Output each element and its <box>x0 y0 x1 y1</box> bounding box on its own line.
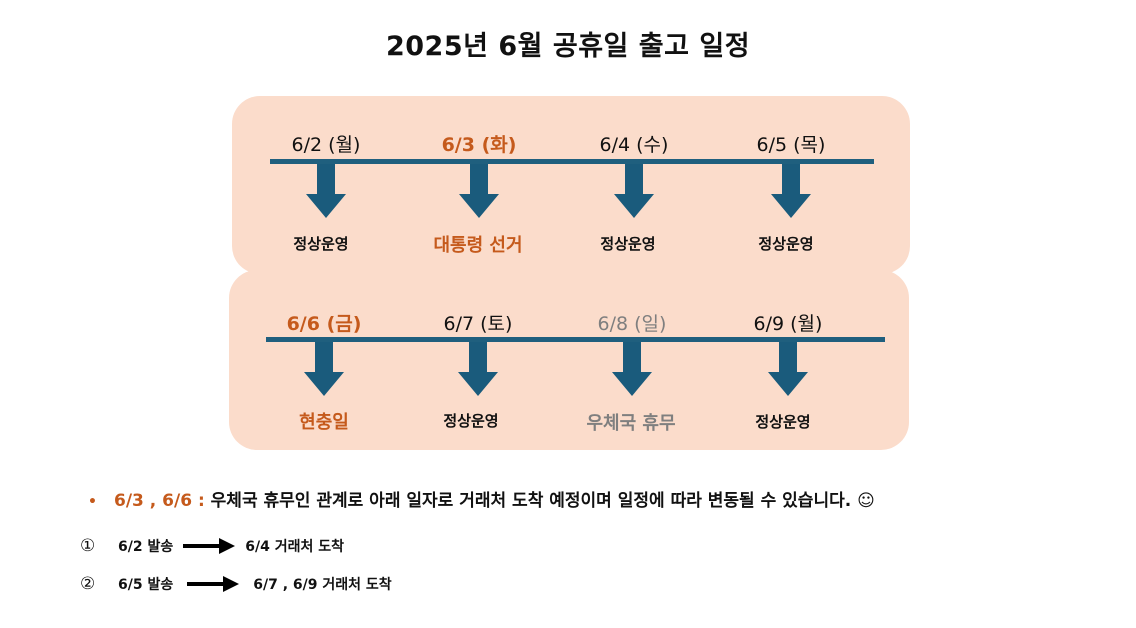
day-label: 6/4 (수) <box>599 134 669 156</box>
down-arrow-icon <box>614 164 654 218</box>
day-status: 정상운영 <box>758 235 814 253</box>
notice-dates: 6/3 , 6/6 : <box>114 491 205 511</box>
route-arrive: 6/7 , 6/9 거래처 도착 <box>253 577 392 593</box>
day-label: 6/6 (금) <box>286 313 362 335</box>
right-arrow-icon <box>183 538 236 554</box>
timeline-bar-2 <box>266 337 885 342</box>
notice-line: • 6/3 , 6/6 : 우체국 휴무인 관계로 아래 일자로 거래처 도착 예… <box>88 486 875 511</box>
notice-bullet: • <box>88 494 97 510</box>
right-arrow-icon <box>187 576 240 592</box>
day-status: 정상운영 <box>600 235 656 253</box>
route-number: ① <box>80 536 96 556</box>
page-title: 2025년 6월 공휴일 출고 일정 <box>385 31 751 62</box>
day-label: 6/2 (월) <box>291 134 361 156</box>
route-arrive: 6/4 거래처 도착 <box>245 539 344 555</box>
notice-text: 우체국 휴무인 관계로 아래 일자로 거래처 도착 예정이며 일정에 따라 변동… <box>210 491 875 511</box>
delivery-route-1: ① 6/2 발송 6/4 거래처 도착 <box>80 536 344 556</box>
day-label: 6/3 (화) <box>441 134 517 156</box>
down-arrow-icon <box>304 342 344 396</box>
route-number: ② <box>80 574 96 594</box>
down-arrow-icon <box>458 342 498 396</box>
day-label: 6/7 (토) <box>443 313 513 335</box>
day-status: 정상운영 <box>443 412 499 430</box>
down-arrow-icon <box>306 164 346 218</box>
day-status: 우체국 휴무 <box>586 413 676 434</box>
delivery-route-2: ② 6/5 발송 6/7 , 6/9 거래처 도착 <box>80 574 392 594</box>
day-status: 정상운영 <box>755 413 811 431</box>
down-arrow-icon <box>459 164 499 218</box>
route-ship: 6/2 발송 <box>118 539 174 555</box>
day-status: 현충일 <box>299 412 349 433</box>
timeline-bar-1 <box>270 159 874 164</box>
route-ship: 6/5 발송 <box>118 577 174 593</box>
down-arrow-icon <box>768 342 808 396</box>
down-arrow-icon <box>612 342 652 396</box>
day-status: 정상운영 <box>293 235 349 253</box>
day-status: 대통령 선거 <box>433 235 523 256</box>
day-label: 6/9 (월) <box>753 313 823 335</box>
day-label: 6/8 (일) <box>597 313 667 335</box>
down-arrow-icon <box>771 164 811 218</box>
day-label: 6/5 (목) <box>756 134 826 156</box>
